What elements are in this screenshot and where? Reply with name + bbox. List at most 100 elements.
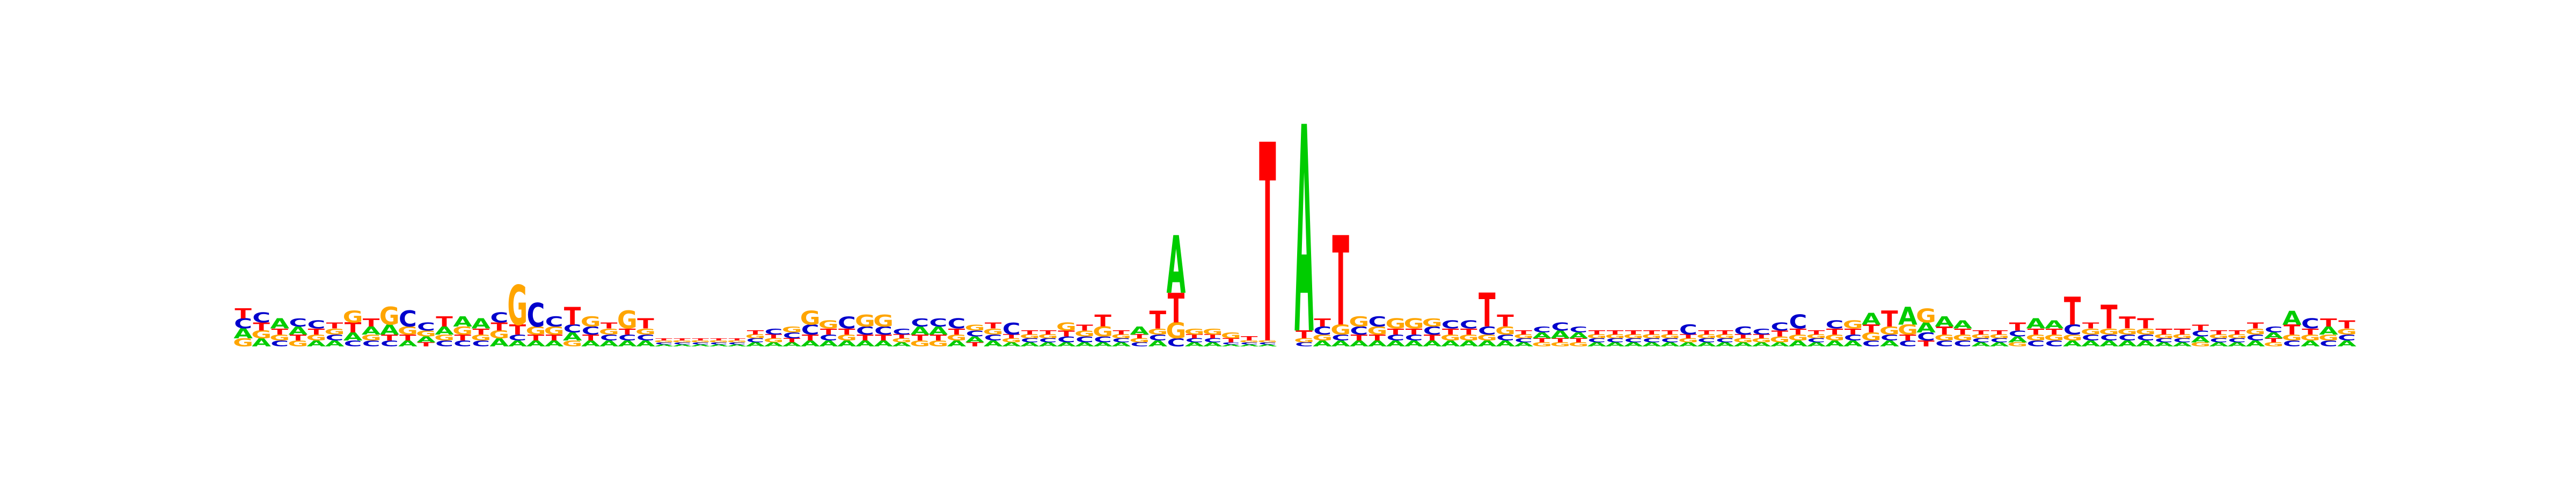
logo-letter-C: C — [1039, 337, 1057, 344]
logo-letter-G: G — [599, 327, 619, 337]
logo-letter-A: A — [1642, 342, 1662, 348]
logo-letter-T: T — [253, 321, 270, 333]
logo-letter-C: C — [307, 318, 325, 331]
logo-letter-A: A — [928, 325, 948, 337]
logo-letter-G: G — [1239, 340, 1260, 343]
logo-letter-A: A — [362, 325, 381, 337]
logo-letter-G: G — [1020, 333, 1040, 340]
logo-letter-C: C — [929, 317, 947, 329]
logo-letter-T: T — [1094, 312, 1111, 331]
logo-letter-G: G — [1788, 333, 1808, 343]
logo-letter-G: G — [727, 340, 747, 343]
logo-letter-T: T — [1716, 329, 1733, 336]
logo-letter-C: C — [1514, 337, 1533, 344]
logo-letter-C: C — [1880, 333, 1899, 343]
logo-letter-G: G — [2135, 327, 2156, 337]
logo-letter-C: C — [1643, 337, 1661, 344]
logo-letter-A: A — [636, 339, 655, 349]
logo-letter-A: A — [1093, 342, 1113, 348]
logo-letter-G: G — [2300, 333, 2321, 343]
logo-letter-A: A — [599, 339, 619, 349]
logo-letter-T: T — [692, 338, 709, 341]
logo-letter-T: T — [2338, 318, 2355, 331]
logo-letter-G: G — [507, 274, 528, 337]
logo-letter-C: C — [892, 327, 911, 337]
logo-letter-C: C — [1789, 311, 1807, 333]
logo-letter-A: A — [618, 339, 637, 349]
logo-letter-G: G — [379, 302, 400, 331]
logo-letter-A: A — [764, 342, 784, 348]
logo-letter-A: A — [1880, 339, 1899, 349]
logo-letter-A: A — [1971, 342, 1990, 348]
logo-letter-C: C — [1148, 333, 1167, 343]
logo-letter-C: C — [1240, 342, 1258, 345]
logo-letter-C: C — [1679, 322, 1697, 338]
logo-letter-T: T — [2320, 317, 2337, 329]
logo-letter-A: A — [581, 339, 601, 349]
logo-letter-G: G — [2337, 327, 2357, 337]
logo-letter-A: A — [2081, 339, 2101, 349]
logo-letter-T: T — [674, 338, 691, 341]
logo-letter-C: C — [2118, 333, 2136, 343]
logo-letter-G: G — [2190, 342, 2211, 348]
logo-letter-A: A — [855, 339, 875, 349]
logo-letter-T: T — [1241, 335, 1258, 342]
logo-letter-A: A — [2008, 335, 2028, 345]
logo-letter-T: T — [1972, 329, 1989, 336]
logo-letter-C: C — [1478, 325, 1496, 337]
logo-letter-C: C — [1387, 333, 1405, 343]
logo-letter-G: G — [1056, 321, 1077, 333]
logo-letter-C: C — [1624, 337, 1643, 344]
logo-letter-T: T — [2229, 329, 2246, 336]
logo-letter-C: C — [1990, 337, 2008, 344]
logo-letter-G: G — [1166, 319, 1187, 344]
logo-letter-T: T — [711, 338, 728, 341]
logo-letter-C: C — [1899, 339, 1917, 349]
logo-letter-T: T — [2046, 327, 2063, 337]
logo-letter-C: C — [1350, 325, 1368, 337]
logo-letter-A: A — [1057, 342, 1076, 348]
logo-letter-G: G — [325, 327, 345, 337]
logo-letter-G: G — [2264, 342, 2284, 348]
logo-letter-T: T — [418, 342, 435, 348]
logo-letter-G: G — [1111, 333, 1131, 340]
logo-letter-T: T — [601, 321, 618, 331]
logo-letter-C: C — [326, 333, 344, 343]
logo-letter-C: C — [564, 323, 582, 335]
logo-letter-T: T — [1808, 329, 1825, 336]
logo-letter-T: T — [1387, 327, 1404, 337]
logo-letter-A: A — [1130, 325, 1149, 337]
logo-letter-G: G — [1568, 342, 1589, 348]
logo-letter-T: T — [1442, 327, 1459, 337]
logo-letter-T: T — [1698, 329, 1715, 336]
logo-letter-A: A — [2319, 325, 2338, 337]
logo-letter-T: T — [1643, 329, 1660, 336]
logo-letter-A: A — [2026, 316, 2046, 332]
logo-letter-C: C — [1807, 337, 1826, 344]
logo-letter-A: A — [252, 337, 271, 349]
logo-letter-T: T — [784, 337, 801, 344]
logo-letter-T: T — [912, 333, 929, 343]
logo-letter-C: C — [1331, 333, 1350, 343]
logo-letter-C: C — [1734, 325, 1752, 337]
logo-letter-T: T — [1168, 285, 1185, 332]
logo-letter-G: G — [2062, 333, 2083, 343]
logo-letter-T: T — [1131, 333, 1148, 340]
logo-letter-G: G — [1532, 342, 1552, 348]
logo-letter-A: A — [1770, 342, 1789, 348]
logo-letter-T: T — [326, 321, 343, 331]
logo-letter-A: A — [1185, 342, 1204, 348]
logo-letter-G: G — [1257, 340, 1278, 343]
logo-letter-G: G — [1989, 333, 2009, 340]
logo-letter-G: G — [1038, 333, 1058, 340]
logo-letter-T: T — [2265, 337, 2282, 344]
logo-letter-C: C — [234, 316, 252, 332]
logo-letter-G: G — [398, 325, 418, 337]
logo-letter-C: C — [2338, 333, 2356, 343]
logo-letter-A: A — [1313, 339, 1332, 349]
logo-letter-T: T — [1076, 323, 1093, 333]
logo-letter-G: G — [910, 339, 930, 349]
logo-letter-C: C — [2155, 337, 2173, 344]
logo-letter-A: A — [947, 339, 967, 349]
logo-letter-A: A — [1148, 339, 1168, 349]
